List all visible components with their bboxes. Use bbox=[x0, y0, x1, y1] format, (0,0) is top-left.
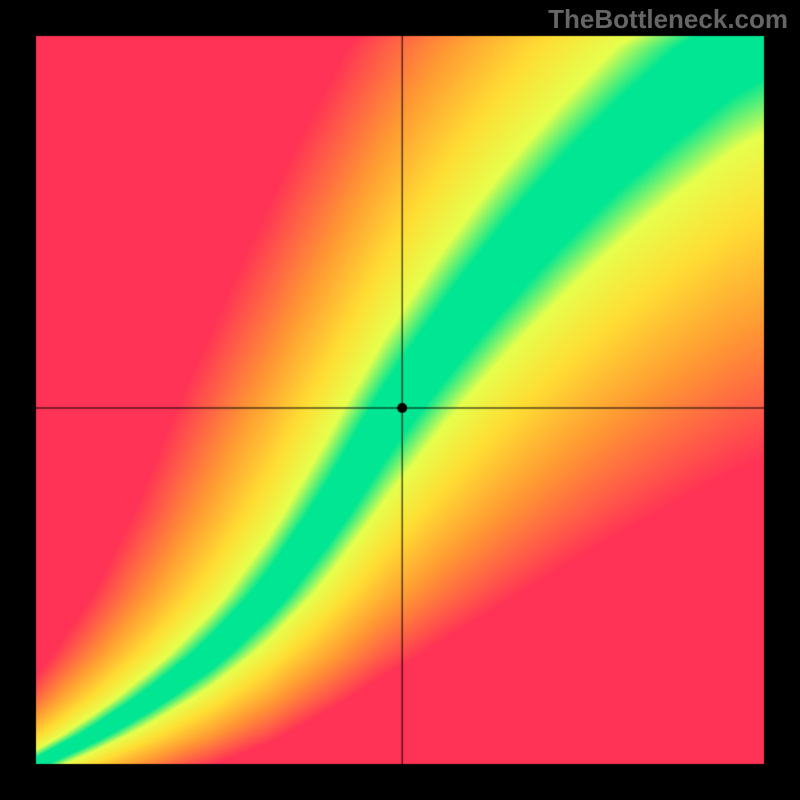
watermark-text: TheBottleneck.com bbox=[548, 4, 788, 35]
bottleneck-heatmap-chart: TheBottleneck.com bbox=[0, 0, 800, 800]
heatmap-canvas bbox=[0, 0, 800, 800]
